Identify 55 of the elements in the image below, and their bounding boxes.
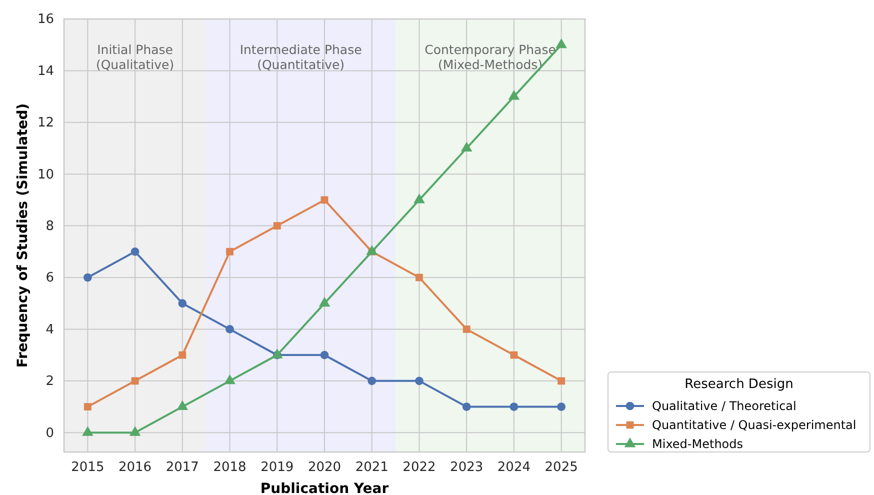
x-tick-label: 2024	[497, 460, 530, 476]
x-tick-label: 2020	[308, 460, 342, 476]
point	[415, 376, 424, 386]
x-tick-label: 2022	[402, 460, 436, 476]
y-tick-label: 10	[37, 167, 54, 182]
band-label: Contemporary Phase (Mixed-Methods)	[424, 42, 556, 72]
x-tick-label: 2021	[355, 460, 388, 476]
x-tick-label: 2017	[166, 460, 199, 476]
y-tick-label: 4	[46, 322, 54, 338]
x-tick-label: 2025	[544, 460, 578, 476]
point	[130, 247, 140, 256]
point	[416, 274, 423, 282]
point	[320, 350, 329, 360]
legend-label: Mixed-Methods	[652, 437, 744, 451]
point	[178, 299, 187, 308]
point	[414, 193, 425, 204]
point	[556, 38, 567, 48]
y-tick-label: 6	[46, 270, 54, 286]
point	[460, 142, 472, 152]
point	[368, 376, 376, 386]
x-axis-title: Publication Year	[260, 481, 389, 495]
y-tick-label: 16	[37, 12, 54, 28]
point	[84, 403, 92, 410]
point	[226, 325, 234, 334]
y-tick-label: 0	[46, 426, 54, 441]
point	[462, 326, 470, 333]
y-axis-title: Frequency of Studies (Simulated)	[15, 103, 31, 368]
x-tick-label: 2015	[71, 460, 104, 476]
point	[510, 402, 518, 411]
point	[462, 402, 471, 411]
point	[510, 351, 518, 359]
legend-label: Qualitative / Theoretical	[652, 399, 796, 413]
legend-title: Research Design	[684, 377, 794, 392]
x-tick-label: 2016	[118, 460, 152, 476]
point	[557, 402, 566, 411]
point	[131, 377, 139, 385]
point	[558, 377, 566, 385]
y-tick-label: 14	[37, 64, 54, 79]
y-tick-label: 2	[46, 374, 54, 390]
y-tick-label: 8	[46, 218, 54, 234]
x-tick-label: 2019	[260, 460, 294, 476]
band-label: Initial Phase (Qualitative)	[96, 42, 174, 72]
point	[320, 196, 328, 204]
y-tick-label: 12	[37, 116, 54, 131]
point	[84, 273, 92, 282]
x-tick-label: 2018	[213, 460, 246, 476]
point	[178, 351, 186, 359]
point	[226, 248, 234, 256]
legend-label: Quantitative / Quasi-experimental	[652, 418, 856, 432]
band-label: Intermediate Phase (Quantitative)	[240, 42, 362, 72]
point	[366, 245, 378, 255]
point	[318, 296, 330, 307]
point	[508, 90, 520, 100]
x-tick-label: 2023	[450, 460, 484, 476]
point	[273, 222, 281, 230]
